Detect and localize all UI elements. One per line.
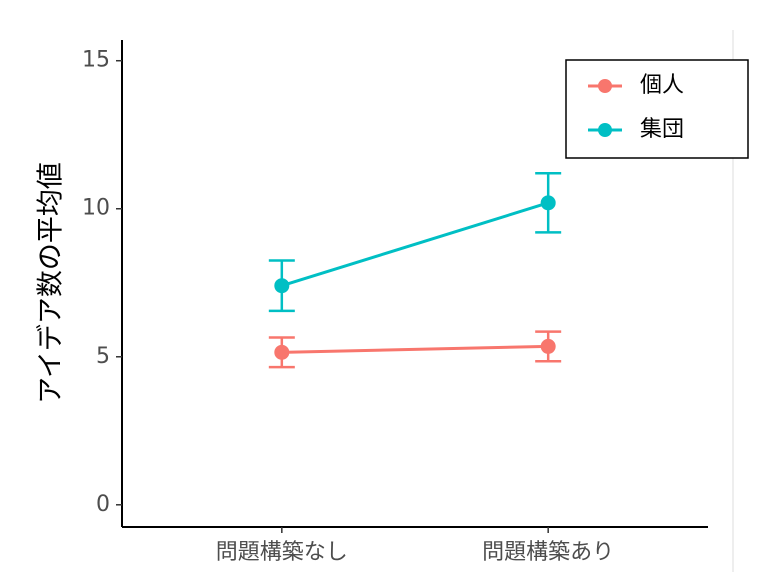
point (540, 338, 556, 354)
legend-label: 集団 (640, 117, 684, 142)
legend-box (565, 59, 749, 159)
y-tick-label: 5 (96, 344, 110, 369)
y-tick-label: 10 (82, 196, 110, 221)
point (540, 195, 556, 211)
series-line (281, 344, 549, 354)
x-tick-label: 問題構築なし (216, 540, 348, 565)
point (274, 278, 290, 294)
y-tick-label: 0 (96, 492, 110, 517)
legend-dot (598, 79, 612, 93)
y-tick-label: 15 (82, 48, 110, 73)
legend-dot (598, 123, 612, 137)
series-line (281, 201, 549, 288)
point (274, 344, 290, 360)
x-tick-label: 問題構築あり (482, 540, 614, 565)
y-axis-label: アイデア数の平均値 (36, 162, 67, 404)
legend-label: 個人 (640, 73, 684, 98)
